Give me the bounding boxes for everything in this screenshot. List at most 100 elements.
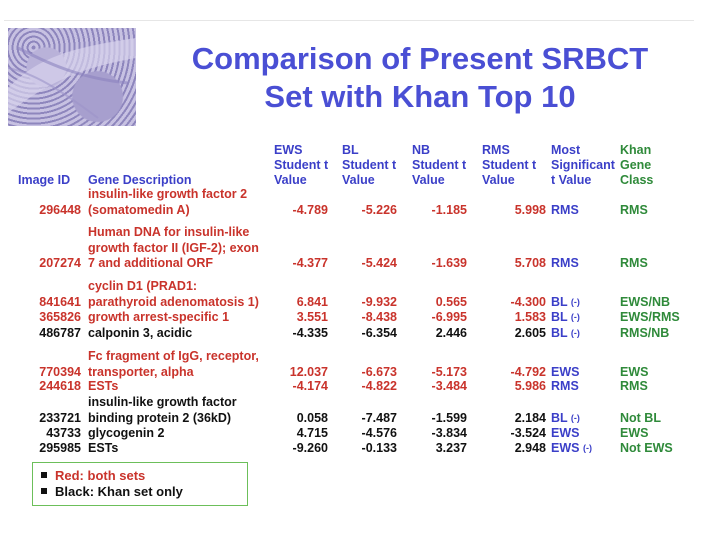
image-id-cell: 486787 <box>39 326 81 340</box>
image-id-cell: 296448 <box>39 202 81 217</box>
gene-description-line: glycogenin 2 <box>88 426 165 440</box>
nb-t-value: 3.237 <box>435 441 467 455</box>
header-image-id: Image ID <box>18 173 71 187</box>
nb-t-value: 0.565 <box>435 294 467 309</box>
most-significant-class: EWS (-) <box>551 441 592 455</box>
image-id-cell: 233721 <box>39 410 81 425</box>
title-line-2: Set with Khan Top 10 <box>264 79 576 114</box>
image-id-cell: 295985 <box>39 441 81 455</box>
most-significant-class: BL (-) <box>551 294 580 309</box>
khan-gene-class: RMS <box>620 379 648 393</box>
rms-t-value: -4.300 <box>510 294 546 309</box>
bl-t-value: -6.354 <box>361 326 397 340</box>
nb-t-value: -5.173 <box>431 364 467 379</box>
header-nb: NB Student t Value <box>412 143 467 187</box>
top-divider <box>4 20 694 21</box>
most-significant-class: BL (-) <box>551 310 580 324</box>
khan-gene-class: EWS/NB <box>620 294 670 309</box>
bl-t-value: -4.576 <box>361 426 397 440</box>
ews-t-value: -4.335 <box>292 326 328 340</box>
ews-t-value: 3.551 <box>296 310 328 324</box>
most-significant-class: RMS <box>551 202 579 217</box>
bl-t-value: -7.487 <box>361 410 397 425</box>
gene-description-line: Fc fragment of IgG, receptor, <box>88 349 259 363</box>
rms-t-value: 5.986 <box>514 379 546 393</box>
legend-item-both-sets: Red: both sets <box>41 468 247 484</box>
gene-description-line: ESTs <box>88 441 119 455</box>
rms-t-value: 5.998 <box>514 202 546 217</box>
gene-description-line: insulin-like growth factor 2 <box>88 187 248 201</box>
legend: Red: both sets Black: Khan set only <box>32 462 248 506</box>
image-id-cell: 365826 <box>39 310 81 324</box>
khan-gene-class: Not BL <box>620 410 661 425</box>
nb-t-value: -1.185 <box>431 202 467 217</box>
image-id-cell: 207274 <box>39 256 81 270</box>
khan-gene-class: EWS <box>620 426 649 440</box>
khan-gene-class: EWS <box>620 364 649 379</box>
ews-t-value: -4.174 <box>292 379 328 393</box>
header-ews: EWS Student t Value <box>274 143 329 187</box>
most-significant-sign: (-) <box>570 312 580 322</box>
bl-t-value: -9.932 <box>361 294 397 309</box>
header-khan-gene-class: Khan Gene Class <box>620 143 654 187</box>
ews-t-value: -4.377 <box>292 256 328 270</box>
khan-gene-class: RMS/NB <box>620 326 670 340</box>
most-significant-sign: (-) <box>582 443 592 453</box>
most-significant-class: EWS <box>551 364 580 379</box>
most-significant-sign: (-) <box>570 412 580 423</box>
rms-t-value: -4.792 <box>510 364 546 379</box>
most-significant-sign: (-) <box>570 296 580 307</box>
nb-t-value: -1.599 <box>431 410 467 425</box>
gene-description-line: growth arrest-specific 1 <box>88 310 230 324</box>
most-significant-class: RMS <box>551 379 579 393</box>
image-id-cell: 770394 <box>39 364 81 379</box>
slide-title: Comparison of Present SRBCT Set with Kha… <box>140 40 700 116</box>
bl-t-value: -5.424 <box>361 256 397 270</box>
gene-description-line: 7 and additional ORF <box>88 256 214 270</box>
rms-t-value: 2.948 <box>514 441 546 455</box>
khan-gene-class: RMS <box>620 202 648 217</box>
bullet-icon <box>41 488 47 494</box>
ews-t-value: -4.789 <box>292 202 328 217</box>
most-significant-class: RMS <box>551 256 579 270</box>
ews-t-value: 12.037 <box>289 364 328 379</box>
bl-t-value: -6.673 <box>361 364 397 379</box>
header-bl: BL Student t Value <box>342 143 397 187</box>
rms-t-value: -3.524 <box>510 426 546 440</box>
gene-description-line: parathyroid adenomatosis 1) <box>88 294 259 309</box>
most-significant-class: EWS <box>551 426 580 440</box>
bl-t-value: -4.822 <box>361 379 397 393</box>
nb-t-value: -1.639 <box>431 256 467 270</box>
image-id-cell: 841641 <box>39 294 81 309</box>
ews-t-value: -9.260 <box>292 441 328 455</box>
image-id-cell: 244618 <box>39 379 81 393</box>
khan-gene-class: Not EWS <box>620 441 673 455</box>
ews-t-value: 0.058 <box>296 410 328 425</box>
header-most-significant: Most Significant t Value <box>551 143 615 187</box>
title-line-1: Comparison of Present SRBCT <box>191 41 649 76</box>
gene-description-line: Human DNA for insulin-like <box>88 225 250 239</box>
rms-t-value: 2.605 <box>514 326 546 340</box>
nb-t-value: -3.834 <box>431 426 467 440</box>
nb-t-value: -6.995 <box>431 310 467 324</box>
rms-t-value: 5.708 <box>514 256 546 270</box>
gene-description-line: binding protein 2 (36kD) <box>88 410 232 425</box>
rms-t-value: 1.583 <box>514 310 546 324</box>
nb-t-value: -3.484 <box>431 379 467 393</box>
header-gene-description: Gene Description <box>88 173 192 187</box>
bl-t-value: -8.438 <box>361 310 397 324</box>
gene-description-line: ESTs <box>88 379 119 393</box>
header-rms: RMS Student t Value <box>482 143 537 187</box>
bl-t-value: -5.226 <box>361 202 397 217</box>
rms-t-value: 2.184 <box>514 410 546 425</box>
ews-t-value: 6.841 <box>296 294 328 309</box>
tissue-image <box>8 28 136 126</box>
most-significant-class: BL (-) <box>551 410 580 425</box>
legend-item-khan-only: Black: Khan set only <box>41 484 247 500</box>
nb-t-value: 2.446 <box>435 326 467 340</box>
khan-gene-class: EWS/RMS <box>620 310 680 324</box>
gene-description-line: growth factor II (IGF-2); exon <box>88 240 259 255</box>
image-id-cell: 43733 <box>46 426 81 440</box>
most-significant-class: BL (-) <box>551 326 580 340</box>
